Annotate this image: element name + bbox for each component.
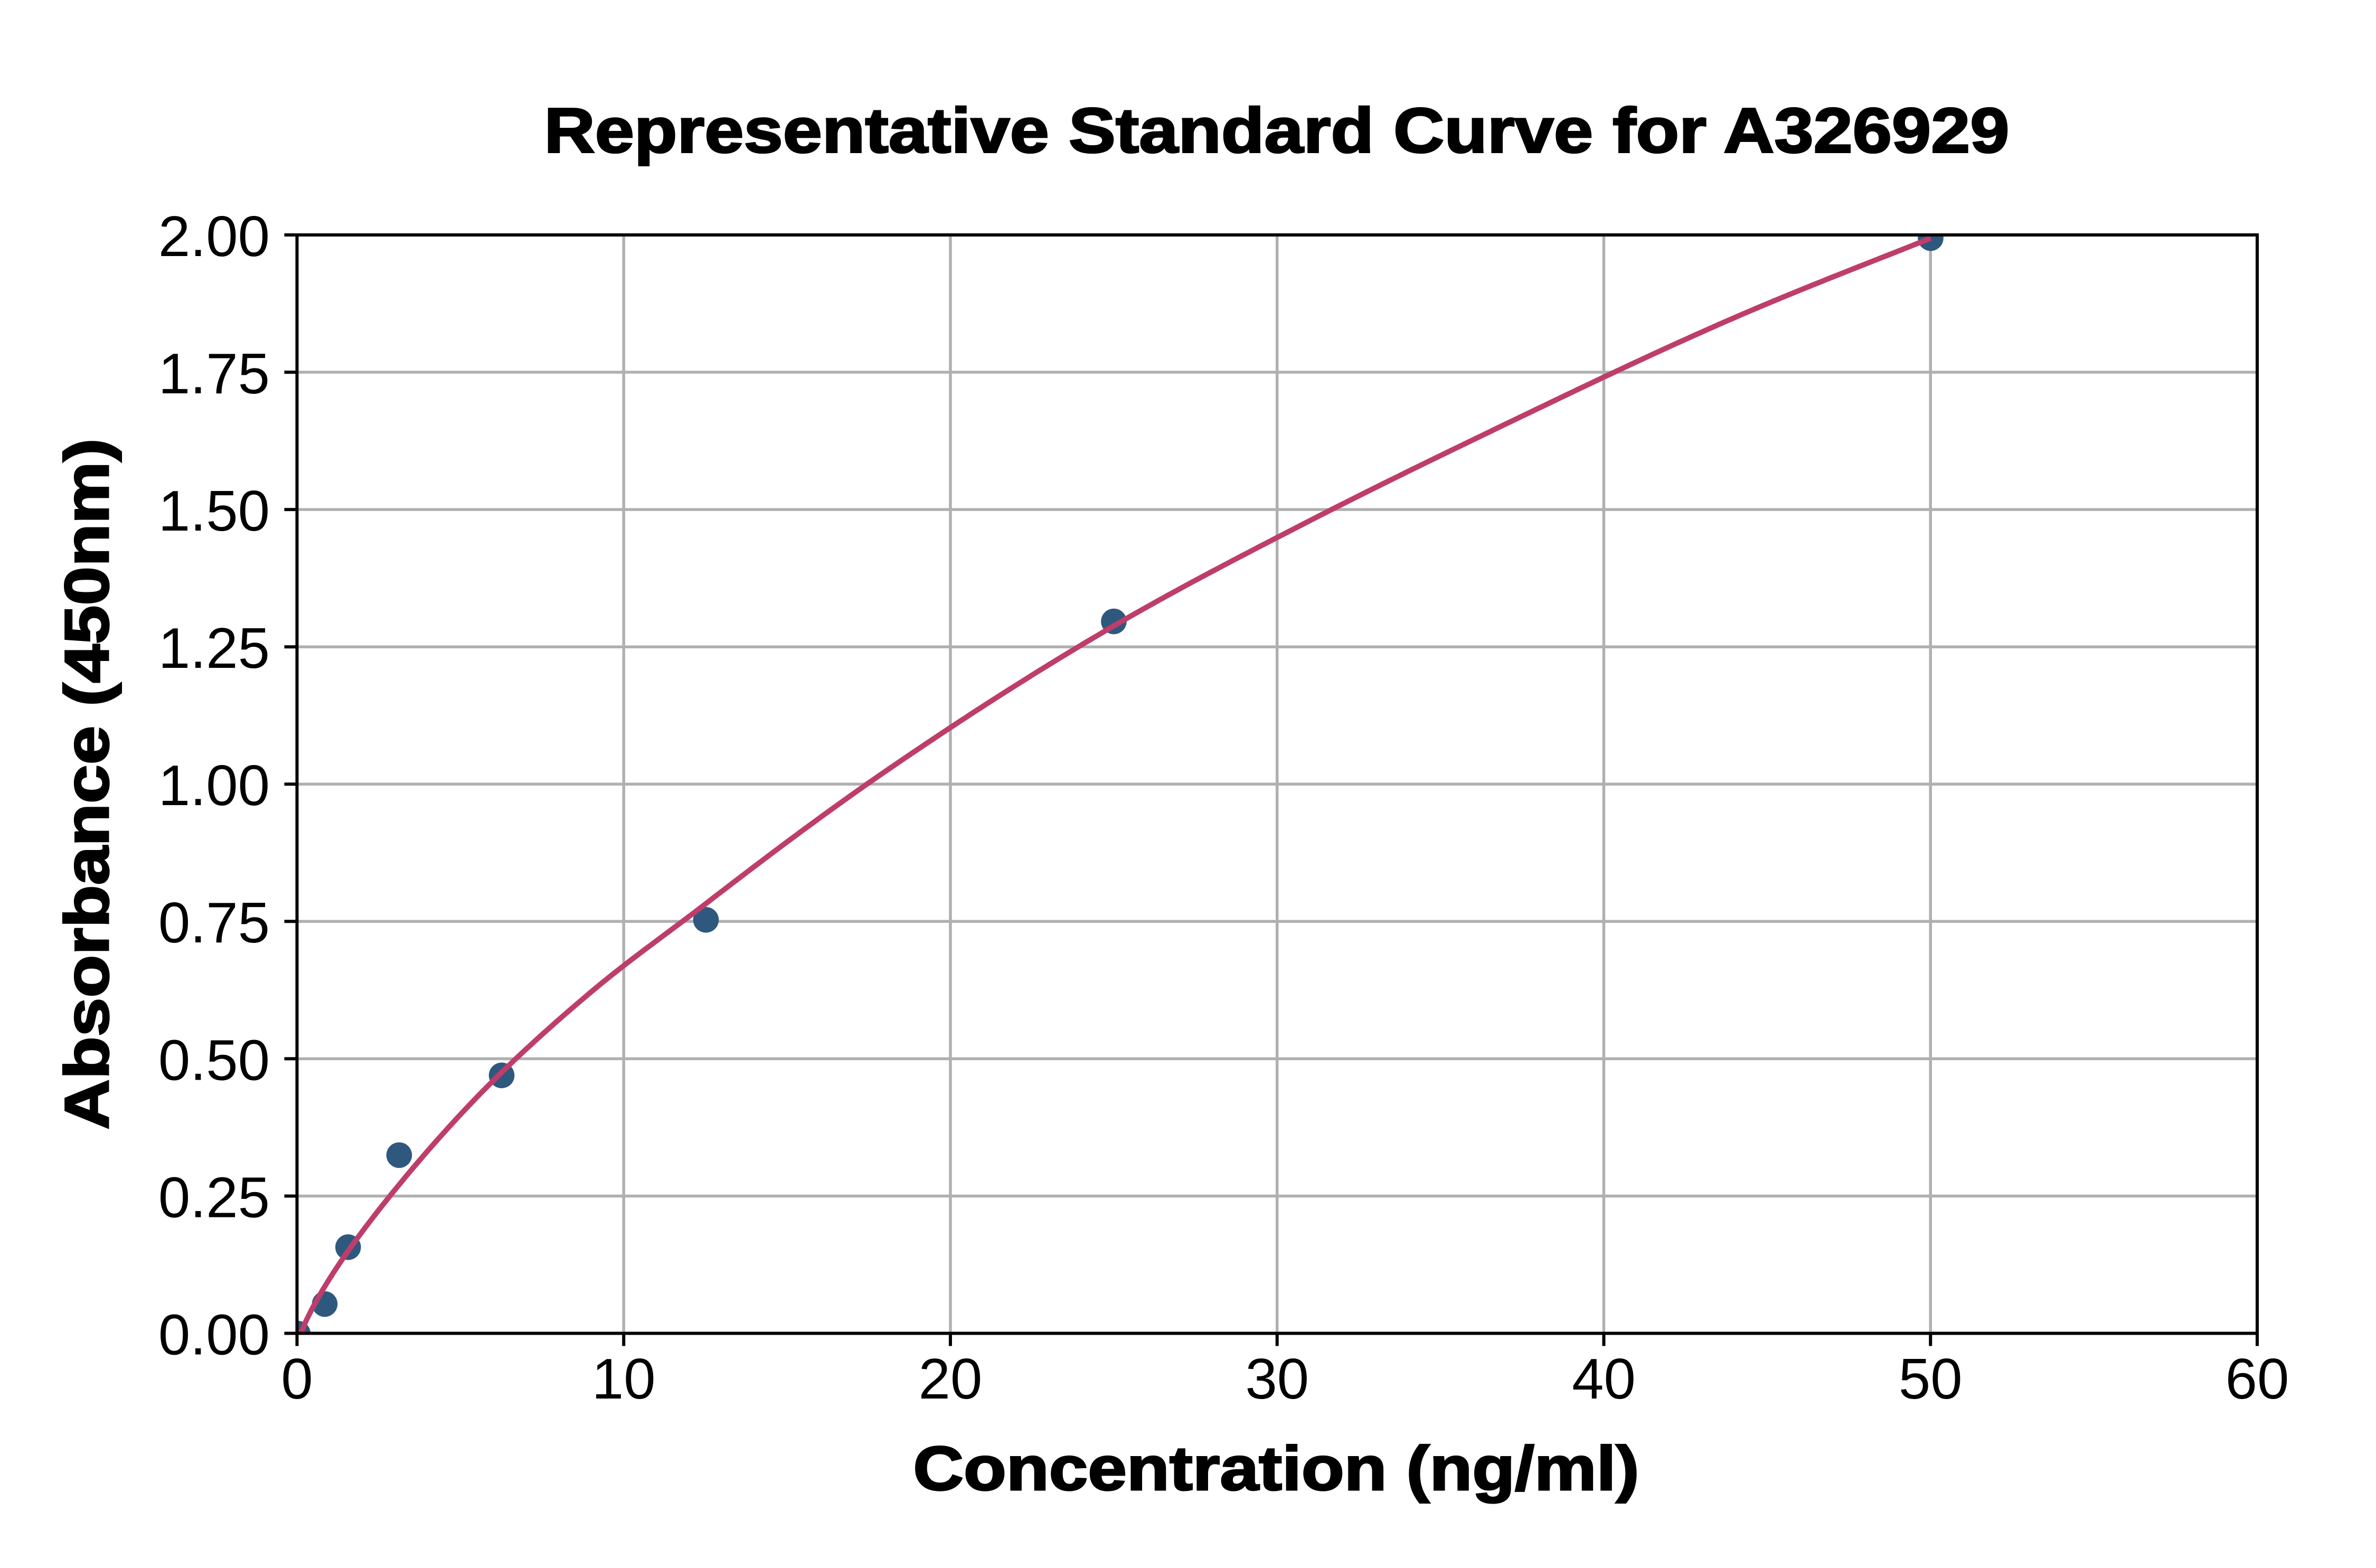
svg-text:Representative Standard Curve: Representative Standard Curve for A32692… <box>544 95 2010 166</box>
svg-text:1.50: 1.50 <box>158 479 270 543</box>
svg-text:Concentration (ng/ml): Concentration (ng/ml) <box>913 1433 1639 1504</box>
svg-text:0.00: 0.00 <box>158 1302 270 1366</box>
svg-text:60: 60 <box>2226 1347 2289 1411</box>
svg-text:50: 50 <box>1899 1347 1963 1411</box>
svg-text:Absorbance (450nm): Absorbance (450nm) <box>52 438 122 1129</box>
svg-text:10: 10 <box>592 1347 656 1411</box>
svg-text:1.00: 1.00 <box>158 753 270 817</box>
svg-text:20: 20 <box>919 1347 983 1411</box>
svg-text:30: 30 <box>1245 1347 1309 1411</box>
svg-text:0.50: 0.50 <box>158 1028 270 1092</box>
svg-text:0: 0 <box>281 1347 313 1411</box>
svg-text:0.75: 0.75 <box>158 891 270 955</box>
svg-text:40: 40 <box>1572 1347 1636 1411</box>
svg-text:1.25: 1.25 <box>158 616 270 680</box>
svg-text:2.00: 2.00 <box>158 204 270 268</box>
svg-text:0.25: 0.25 <box>158 1165 270 1229</box>
svg-text:1.75: 1.75 <box>158 342 270 405</box>
